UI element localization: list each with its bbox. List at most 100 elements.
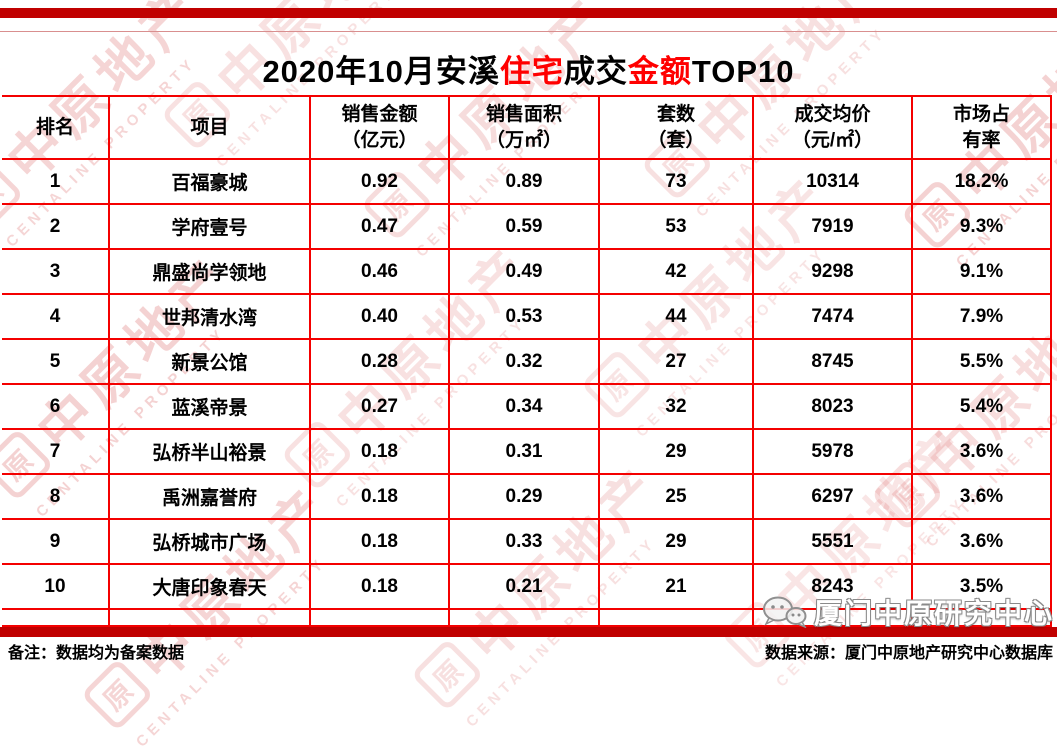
cell-rank: 9: [2, 518, 110, 565]
cell-project: 蓝溪帝景: [108, 383, 311, 430]
page-title: 2020年10月安溪住宅成交金额TOP10: [0, 46, 1057, 91]
top-red-bar: [0, 8, 1057, 18]
cell-empty: [911, 608, 1052, 627]
table-header-row: 排名 项目 销售金额 （亿元） 销售面积 （万㎡） 套数 （套） 成交均价 （元…: [2, 95, 1052, 160]
table-row: 3 鼎盛尚学领地 0.46 0.49 42 9298 9.1%: [2, 248, 1052, 295]
cell-area: 0.32: [448, 338, 600, 385]
cell-amount: 0.27: [309, 383, 450, 430]
wechat-watermark: 厦门中原研究中心: [762, 592, 1054, 632]
cell-rank: 4: [2, 293, 110, 340]
cell-amount: 0.18: [309, 563, 450, 610]
cell-units: 32: [598, 383, 754, 430]
table-row: 4 世邦清水湾 0.40 0.53 44 7474 7.9%: [2, 293, 1052, 340]
cell-rank: 1: [2, 158, 110, 205]
cell-avg-price: 8023: [752, 383, 913, 430]
cell-project: 学府壹号: [108, 203, 311, 250]
column-header-area: 销售面积 （万㎡）: [448, 95, 600, 160]
cell-amount: 0.18: [309, 518, 450, 565]
cell-share: 5.4%: [911, 383, 1052, 430]
title-segment: 成交: [563, 54, 628, 89]
cell-empty: [309, 608, 450, 627]
cell-area: 0.89: [448, 158, 600, 205]
table-row-empty: [2, 608, 1052, 627]
cell-empty: [2, 608, 110, 627]
cell-avg-price: 7474: [752, 293, 913, 340]
cell-empty: [108, 608, 311, 627]
cell-amount: 0.40: [309, 293, 450, 340]
table-row: 7 弘桥半山裕景 0.18 0.31 29 5978 3.6%: [2, 428, 1052, 475]
cell-share: 3.6%: [911, 518, 1052, 565]
table-row: 5 新景公馆 0.28 0.32 27 8745 5.5%: [2, 338, 1052, 385]
cell-units: 25: [598, 473, 754, 520]
cell-area: 0.59: [448, 203, 600, 250]
cell-rank: 10: [2, 563, 110, 610]
wechat-account-name: 厦门中原研究中心: [814, 598, 1055, 629]
table-row: 10 大唐印象春天 0.18 0.21 21 8243 3.5%: [2, 563, 1052, 610]
footer-note: 备注：数据均为备案数据: [8, 645, 185, 662]
cell-amount: 0.46: [309, 248, 450, 295]
cell-avg-price: 9298: [752, 248, 913, 295]
cell-rank: 3: [2, 248, 110, 295]
title-segment-highlight: 金额: [627, 54, 692, 89]
table-row: 6 蓝溪帝景 0.27 0.34 32 8023 5.4%: [2, 383, 1052, 430]
cell-share: 5.5%: [911, 338, 1052, 385]
cell-amount: 0.92: [309, 158, 450, 205]
cell-avg-price: 7919: [752, 203, 913, 250]
table-row: 8 禹洲嘉誉府 0.18 0.29 25 6297 3.6%: [2, 473, 1052, 520]
column-header-project: 项目: [108, 95, 311, 160]
cell-avg-price: 8745: [752, 338, 913, 385]
centaline-logo-icon: 原: [80, 657, 154, 732]
cell-project: 鼎盛尚学领地: [108, 248, 311, 295]
cell-share: 3.6%: [911, 428, 1052, 475]
column-header-amount: 销售金额 （亿元）: [309, 95, 450, 160]
cell-project: 百福豪城: [108, 158, 311, 205]
cell-rank: 6: [2, 383, 110, 430]
title-segment: TOP10: [691, 54, 795, 89]
cell-avg-price: 10314: [752, 158, 913, 205]
table-row: 9 弘桥城市广场 0.18 0.33 29 5551 3.6%: [2, 518, 1052, 565]
cell-units: 42: [598, 248, 754, 295]
cell-rank: 2: [2, 203, 110, 250]
table-row: 1 百福豪城 0.92 0.89 73 10314 18.2%: [2, 158, 1052, 205]
cell-amount: 0.28: [309, 338, 450, 385]
cell-share: 3.5%: [911, 563, 1052, 610]
cell-project: 弘桥城市广场: [108, 518, 311, 565]
column-header-share: 市场占 有率: [911, 95, 1052, 160]
cell-avg-price: 5551: [752, 518, 913, 565]
cell-empty: [598, 608, 754, 627]
cell-area: 0.49: [448, 248, 600, 295]
cell-units: 29: [598, 428, 754, 475]
cell-empty: [448, 608, 600, 627]
cell-project: 禹洲嘉誉府: [108, 473, 311, 520]
cell-share: 7.9%: [911, 293, 1052, 340]
cell-area: 0.53: [448, 293, 600, 340]
column-header-units: 套数 （套）: [598, 95, 754, 160]
cell-amount: 0.18: [309, 428, 450, 475]
cell-project: 弘桥半山裕景: [108, 428, 311, 475]
column-header-avg-price: 成交均价 （元/㎡）: [752, 95, 913, 160]
cell-amount: 0.18: [309, 473, 450, 520]
column-header-rank: 排名: [2, 95, 110, 160]
cell-rank: 8: [2, 473, 110, 520]
cell-area: 0.21: [448, 563, 600, 610]
bottom-red-bar: [0, 627, 1057, 637]
cell-units: 27: [598, 338, 754, 385]
cell-area: 0.34: [448, 383, 600, 430]
cell-avg-price: 6297: [752, 473, 913, 520]
cell-area: 0.29: [448, 473, 600, 520]
cell-area: 0.33: [448, 518, 600, 565]
cell-share: 18.2%: [911, 158, 1052, 205]
title-segment: 2020年10月安溪: [262, 54, 500, 89]
cell-project: 新景公馆: [108, 338, 311, 385]
footer-source: 数据来源：厦门中原地产研究中心数据库: [764, 645, 1053, 662]
cell-units: 53: [598, 203, 754, 250]
wechat-icon: [763, 596, 807, 628]
cell-share: 9.1%: [911, 248, 1052, 295]
cell-rank: 7: [2, 428, 110, 475]
cell-units: 29: [598, 518, 754, 565]
centaline-logo-icon: 原: [410, 637, 484, 712]
top10-table: 排名 项目 销售金额 （亿元） 销售面积 （万㎡） 套数 （套） 成交均价 （元…: [2, 95, 1052, 627]
cell-units: 21: [598, 563, 754, 610]
cell-rank: 5: [2, 338, 110, 385]
table-row: 2 学府壹号 0.47 0.59 53 7919 9.3%: [2, 203, 1052, 250]
